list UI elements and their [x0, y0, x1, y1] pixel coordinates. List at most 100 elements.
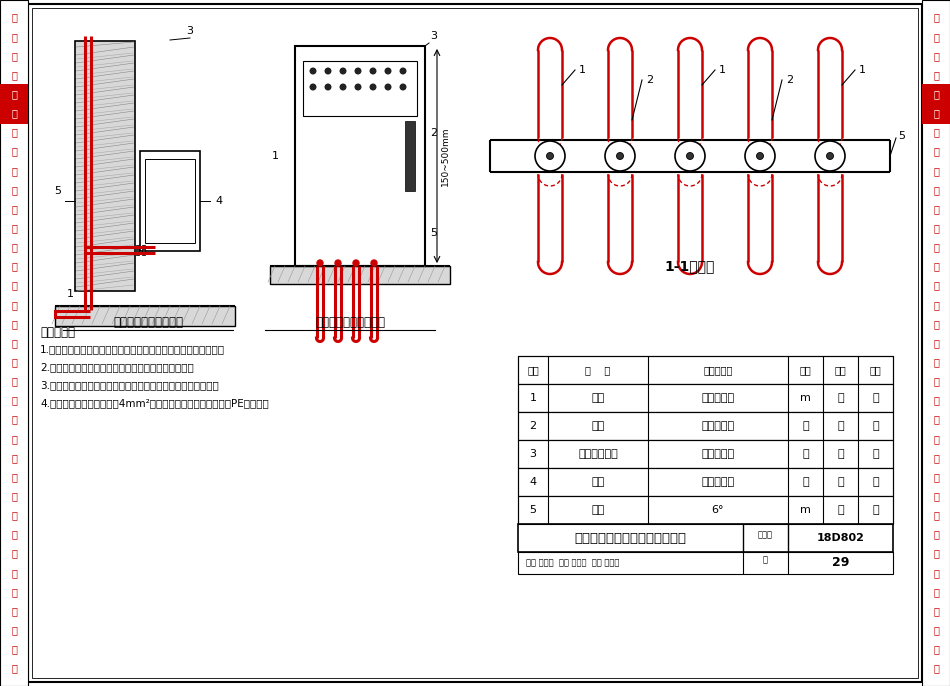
Text: 管: 管	[933, 108, 939, 118]
Text: 接: 接	[933, 491, 939, 501]
Circle shape	[371, 260, 377, 266]
Text: 4.金属导管进箱处用不小于4mm²黄绿色铜芯软导线与配电箱内PE排连接。: 4.金属导管进箱处用不小于4mm²黄绿色铜芯软导线与配电箱内PE排连接。	[40, 398, 269, 408]
Bar	[0, 0, 28, 686]
Text: 2: 2	[786, 75, 793, 85]
Text: 具: 具	[933, 395, 939, 405]
Text: －: －	[872, 421, 879, 431]
Text: 设: 设	[11, 12, 17, 23]
Circle shape	[687, 152, 694, 160]
Bar	[518, 552, 893, 574]
Bar	[922, 0, 950, 686]
Text: 桥: 桥	[933, 51, 939, 61]
Text: 页: 页	[763, 556, 768, 565]
Text: 电: 电	[933, 223, 939, 233]
Text: 形: 形	[933, 185, 939, 195]
Bar	[75, 41, 135, 291]
Text: 4: 4	[529, 477, 537, 487]
Text: 备: 备	[11, 32, 17, 42]
Text: 线: 线	[11, 357, 17, 367]
Text: 开: 开	[11, 414, 17, 425]
Text: 母: 母	[933, 338, 939, 348]
Text: 缆: 缆	[933, 242, 939, 252]
Text: 1: 1	[66, 289, 73, 299]
Text: 堵: 堵	[11, 549, 17, 558]
Bar	[922, 84, 950, 105]
Bar	[270, 266, 450, 284]
Text: 3.进入槽体导管应加装护口或专用接头，防止穿线时损伤绝缘。: 3.进入槽体导管应加装护口或专用接头，防止穿线时损伤绝缘。	[40, 380, 218, 390]
Text: m: m	[800, 393, 811, 403]
Text: 1: 1	[272, 151, 278, 161]
Text: 护口: 护口	[591, 477, 604, 487]
Text: 灯: 灯	[933, 377, 939, 386]
Circle shape	[826, 152, 833, 160]
Text: 封: 封	[933, 530, 939, 539]
Text: 电: 电	[11, 223, 17, 233]
Text: 1: 1	[719, 65, 726, 75]
Text: 地: 地	[933, 510, 939, 520]
Bar	[55, 306, 235, 326]
Bar	[303, 61, 417, 116]
Text: 图集号: 图集号	[758, 530, 773, 539]
Bar	[518, 440, 893, 468]
Text: 3: 3	[186, 26, 194, 36]
Bar	[518, 356, 893, 384]
Circle shape	[339, 67, 347, 75]
Text: 导管: 导管	[591, 393, 604, 403]
Text: 5: 5	[54, 186, 62, 196]
Bar	[518, 496, 893, 524]
Text: 审核 吴国胜  校对 包晓翠  设计 俞洪伟: 审核 吴国胜 校对 包晓翠 设计 俞洪伟	[526, 558, 619, 567]
Text: 灯: 灯	[11, 377, 17, 386]
Text: 线: 线	[933, 357, 939, 367]
Text: 穿: 穿	[11, 128, 17, 137]
Circle shape	[317, 260, 323, 266]
Text: 个: 个	[802, 421, 808, 431]
Text: 3: 3	[430, 31, 437, 41]
Bar	[145, 159, 195, 243]
Circle shape	[335, 260, 341, 266]
Text: 配电柜（箱）: 配电柜（箱）	[579, 449, 618, 459]
Text: 个: 个	[802, 449, 808, 459]
Text: 单位: 单位	[800, 365, 811, 375]
Text: 关: 关	[933, 434, 939, 444]
Circle shape	[370, 67, 376, 75]
Text: －: －	[837, 393, 844, 403]
Text: 配电箱明装配管示意图: 配电箱明装配管示意图	[315, 316, 385, 329]
Circle shape	[745, 141, 775, 171]
Text: 形: 形	[11, 185, 17, 195]
Text: 3: 3	[529, 449, 537, 459]
Text: －: －	[872, 449, 879, 459]
Circle shape	[535, 141, 565, 171]
Text: 管: 管	[11, 108, 17, 118]
Circle shape	[310, 84, 316, 91]
Text: －: －	[872, 505, 879, 515]
Bar	[518, 524, 893, 552]
Text: 管卡: 管卡	[591, 421, 604, 431]
Circle shape	[325, 84, 332, 91]
Text: 按设计要求: 按设计要求	[701, 449, 734, 459]
Circle shape	[385, 84, 391, 91]
Text: 穿: 穿	[933, 128, 939, 137]
Circle shape	[815, 141, 845, 171]
Text: 配: 配	[933, 300, 939, 309]
Text: 桥: 桥	[11, 51, 17, 61]
Text: 2: 2	[646, 75, 654, 85]
Text: 缆: 缆	[11, 242, 17, 252]
Bar	[518, 412, 893, 440]
Text: －: －	[837, 477, 844, 487]
Circle shape	[310, 67, 316, 75]
Text: －: －	[837, 505, 844, 515]
Text: 型号及规格: 型号及规格	[703, 365, 732, 375]
Text: 2.配电箱的金属框架和金属导管均应与保护导体连接。: 2.配电箱的金属框架和金属导管均应与保护导体连接。	[40, 362, 194, 372]
Text: 术: 术	[933, 625, 939, 635]
Text: 1: 1	[579, 65, 586, 75]
Text: 技: 技	[11, 606, 17, 616]
Text: 开: 开	[933, 414, 939, 425]
Bar	[922, 103, 950, 123]
Circle shape	[385, 67, 391, 75]
Bar	[405, 121, 415, 191]
Text: 试: 试	[11, 587, 17, 597]
Bar	[142, 245, 145, 255]
Text: 6°: 6°	[712, 505, 724, 515]
Circle shape	[339, 84, 347, 91]
Text: 个: 个	[802, 477, 808, 487]
